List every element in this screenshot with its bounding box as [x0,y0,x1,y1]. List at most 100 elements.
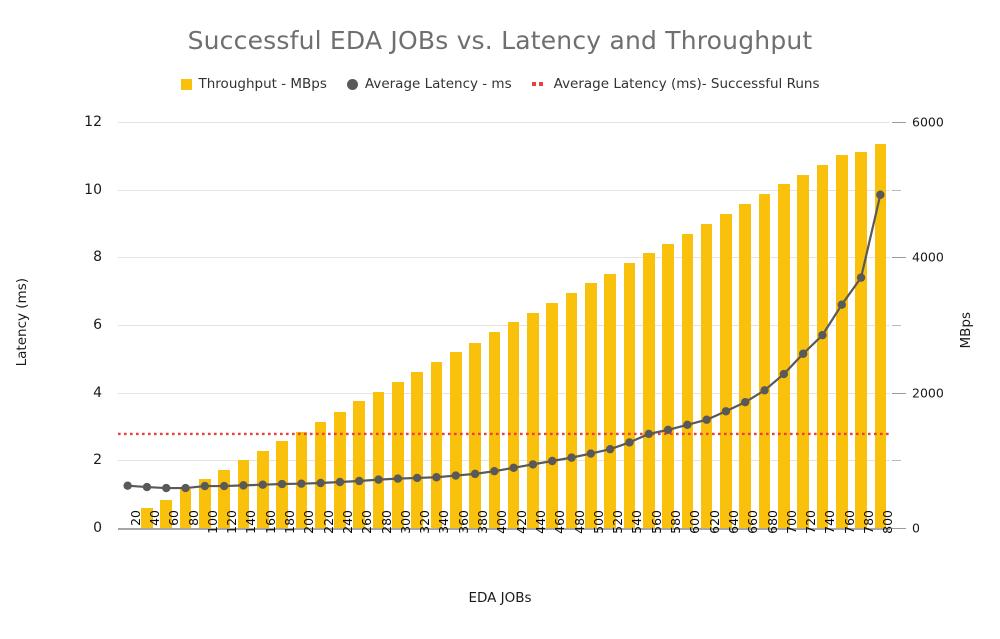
y-axis-right-tick-2000: 2000 [912,385,944,401]
bar-800 [874,144,887,528]
x-axis-tick-280: 280 [378,510,394,534]
x-axis-tick-80: 80 [185,510,201,526]
y-axis-left-tick-12: 12 [84,114,102,130]
x-axis-tick-780: 780 [861,510,877,534]
legend-item-average-latency[interactable]: Average Latency - ms [346,76,512,92]
y-axis-right-tickmark-0 [892,528,906,529]
x-axis-tick-20: 20 [127,510,143,526]
x-axis-tick-560: 560 [648,510,664,534]
x-axis-tick-240: 240 [339,510,355,534]
bar-700 [778,184,790,528]
bar-320 [411,372,423,528]
legend-label-throughput: Throughput - MBps [198,76,327,92]
y-axis-right-tick-6000: 6000 [912,114,944,130]
bar-300 [392,381,404,528]
bar-520 [604,273,616,528]
x-axis-tick-340: 340 [436,510,452,534]
gridline [118,189,890,191]
y-axis-right-tick-0: 0 [912,520,920,536]
x-axis-tick-360: 360 [455,510,471,534]
y-axis-right-tickmark-6000 [892,122,906,123]
x-axis-tick-660: 660 [745,510,761,534]
bar-560 [642,253,655,528]
dotted-line-marker-icon [531,82,547,86]
x-axis-tick-760: 760 [841,510,857,534]
gridline [118,257,890,259]
x-axis-tick-100: 100 [204,510,220,534]
x-axis-tick-400: 400 [494,510,510,534]
x-axis-tick-740: 740 [822,510,838,534]
x-axis-tick-680: 680 [764,510,780,534]
bar-780 [855,152,867,528]
bar-620 [700,224,713,528]
y-axis-right-minor-tickmark-3000 [892,325,901,326]
y-axis-left-tick-4: 4 [93,384,102,401]
x-axis-tick-160: 160 [262,510,278,534]
x-axis-tick-720: 720 [803,510,819,534]
bar-720 [797,174,809,528]
gridline [118,122,890,123]
y-axis-right-tick-4000: 4000 [912,249,944,265]
bar-340 [430,362,443,528]
gridline [118,392,890,394]
y-axis-left-tick-10: 10 [84,181,102,198]
bar-400 [488,332,501,528]
x-axis-tick-120: 120 [224,510,240,534]
y-axis-left-tick-6: 6 [93,317,102,333]
x-axis-tick-420: 420 [513,510,529,534]
circle-marker-icon [346,78,358,90]
y-axis-left-tick-0: 0 [93,520,102,536]
gridline [118,325,890,326]
bar-740 [816,165,829,528]
x-axis-tick-500: 500 [590,510,606,534]
bar-360 [449,352,462,528]
x-axis-tick-260: 260 [359,510,375,534]
plot-area [118,122,890,529]
bar-280 [372,392,385,528]
bar-380 [469,342,481,528]
bar-760 [835,155,848,528]
x-axis-tick-800: 800 [880,510,896,534]
legend-label-successful-runs: Average Latency (ms)- Successful Runs [553,76,820,92]
x-axis-tick-520: 520 [610,510,626,534]
chart-title: Successful EDA JOBs vs. Latency and Thro… [187,26,813,55]
bar-100 [199,479,211,528]
y-axis-right-minor-tickmark-1000 [892,460,901,462]
bar-460 [546,302,559,528]
y-axis-right-tickmark-4000 [892,257,906,259]
y-axis-left-tick-8: 8 [93,249,102,266]
chart-legend: Throughput - MBps Average Latency - ms A… [0,76,1000,92]
bar-480 [565,293,578,528]
x-axis-tick-700: 700 [783,510,799,534]
legend-item-throughput[interactable]: Throughput - MBps [180,76,327,92]
bar-60 [160,499,173,528]
bar-120 [218,469,230,528]
bar-580 [662,243,674,528]
bar-420 [507,322,520,528]
y-axis-right-title: MBps [958,312,974,349]
bar-140 [237,460,250,528]
x-axis-tick-540: 540 [629,510,645,534]
x-axis-line [118,528,890,530]
x-axis-tick-40: 40 [146,510,162,526]
x-axis-tick-180: 180 [282,510,298,534]
x-axis-tick-600: 600 [687,510,703,534]
y-axis-left-tick-2: 2 [93,452,102,469]
bar-80 [179,488,192,528]
x-axis-tick-320: 320 [417,510,433,534]
legend-item-successful-runs[interactable]: Average Latency (ms)- Successful Runs [531,76,820,92]
y-axis-right-tickmark-2000 [892,392,906,394]
x-axis-tick-220: 220 [320,510,336,534]
bar-540 [623,263,636,528]
bar-40 [141,508,153,528]
bar-600 [681,233,694,528]
legend-label-average-latency: Average Latency - ms [364,76,512,92]
bar-160 [256,450,269,528]
x-axis-tick-460: 460 [552,510,568,534]
x-axis-tick-60: 60 [166,510,182,526]
bar-680 [758,194,771,528]
square-marker-icon [180,78,192,90]
x-axis-tick-620: 620 [706,510,722,534]
y-axis-right-minor-tickmark-5000 [892,189,901,191]
